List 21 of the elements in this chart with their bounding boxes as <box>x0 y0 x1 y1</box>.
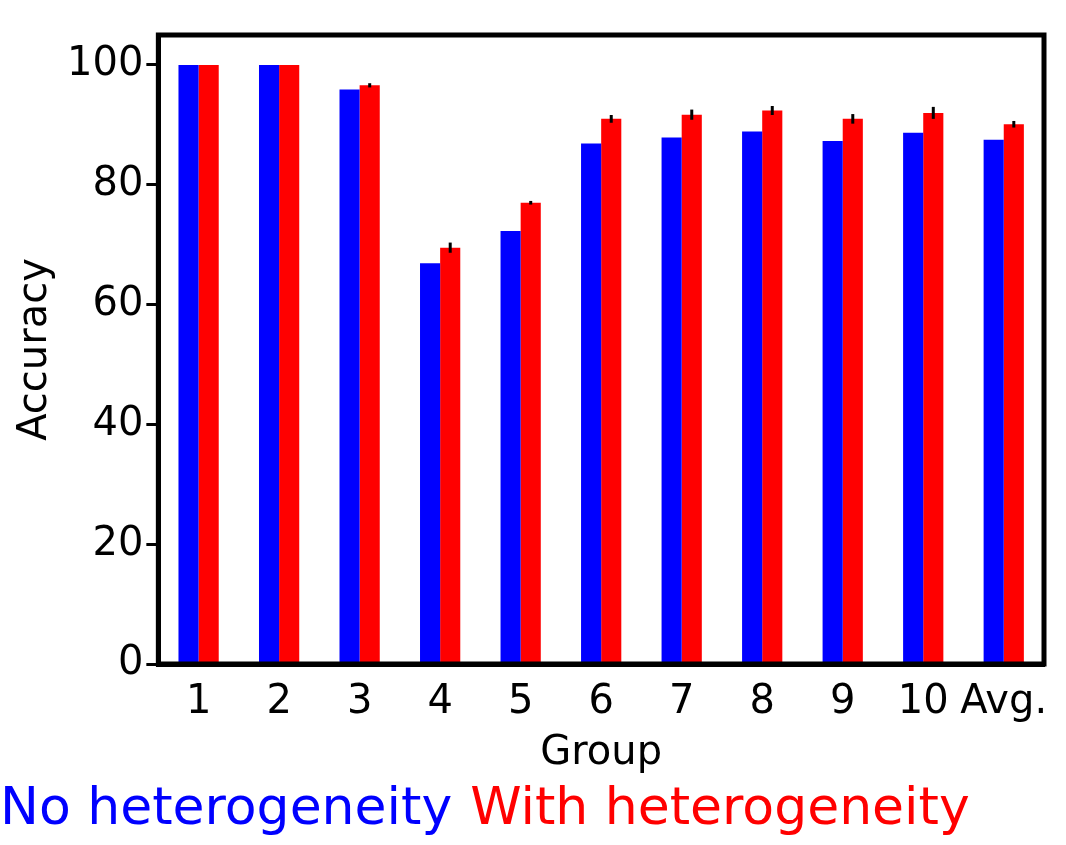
y-tick-label: 20 <box>92 517 144 564</box>
x-tick-label: 9 <box>829 676 856 723</box>
x-tick-label: 7 <box>668 676 695 723</box>
x-axis-title: Group <box>540 727 663 774</box>
x-tick-label: 8 <box>749 676 775 723</box>
x-tick-label: 4 <box>427 676 453 723</box>
y-axis-title: Accuracy <box>9 258 56 441</box>
x-tick-label: 3 <box>346 676 373 723</box>
text: No heterogeneity <box>0 776 453 836</box>
x-tick-label: Avg. <box>960 676 1048 723</box>
y-tick-label: 40 <box>92 397 144 444</box>
y-tick-label: 0 <box>117 637 144 684</box>
x-tick-label: 1 <box>185 676 212 723</box>
x-tick-label: 2 <box>266 676 292 723</box>
text: With heterogeneity <box>470 776 970 836</box>
y-tick-label: 60 <box>92 277 144 324</box>
y-tick-label: 100 <box>66 38 144 85</box>
x-tick-label: 10 <box>897 676 949 723</box>
y-tick-label: 80 <box>92 158 144 205</box>
x-tick-label: 5 <box>507 676 534 723</box>
x-tick-label: 6 <box>588 676 614 723</box>
